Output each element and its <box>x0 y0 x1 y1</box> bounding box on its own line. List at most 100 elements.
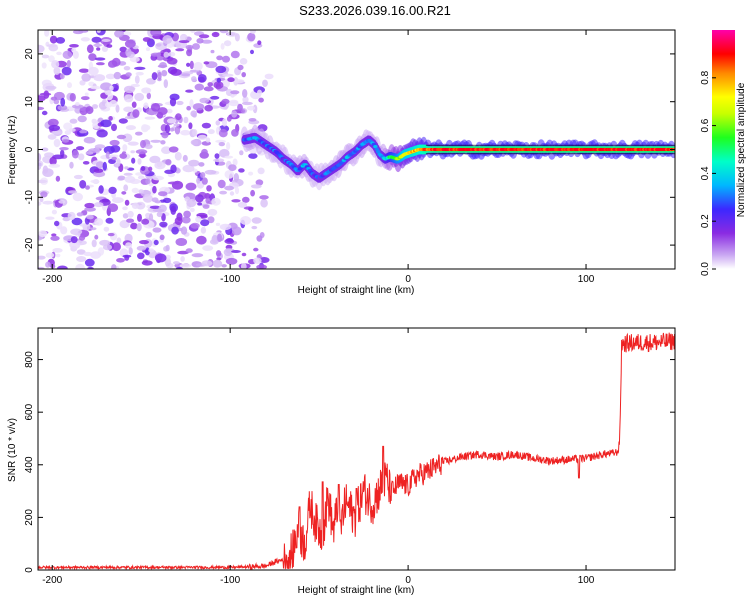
heatmap-cell <box>241 252 247 257</box>
heatmap-cell <box>200 172 206 178</box>
heatmap-cell <box>61 66 72 76</box>
heatmap-cell <box>124 175 136 183</box>
heatmap-cell <box>225 88 233 97</box>
heatmap-cell <box>226 238 234 243</box>
colorbar-tick-label: 0.6 <box>700 118 711 132</box>
heatmap-cell <box>118 118 128 124</box>
heatmap-cell <box>222 118 227 127</box>
heatmap-cell <box>100 119 112 128</box>
snr-ytick-label: 800 <box>24 351 35 368</box>
heatmap-cell <box>201 260 213 267</box>
heatmap-cell <box>79 180 87 189</box>
heatmap-cell <box>161 70 168 77</box>
heatmap-cell <box>85 106 94 115</box>
heatmap-cell <box>230 90 240 95</box>
heatmap-cell <box>38 179 48 184</box>
heatmap-cell <box>56 51 62 56</box>
heatmap-cell <box>62 50 73 60</box>
heatmap-cell <box>96 161 104 169</box>
heatmap-cell <box>205 137 211 143</box>
heatmap-cell <box>211 197 221 206</box>
heatmap-cell <box>108 154 119 158</box>
heatmap-cell <box>134 66 146 70</box>
heatmap-cell <box>90 251 101 259</box>
heatmap-cell <box>93 202 104 208</box>
heatmap-cell <box>231 129 239 137</box>
heatmap-cell <box>240 262 247 269</box>
heatmap-cell <box>174 216 183 226</box>
heatmap-cell <box>248 153 258 159</box>
heatmap-cell <box>376 150 381 154</box>
heatmap-cell <box>136 245 147 251</box>
heatmap-cell <box>55 253 61 258</box>
heatmap-cell <box>251 217 262 224</box>
heatmap-cell <box>69 161 74 169</box>
heatmap-cell <box>51 209 58 215</box>
heatmap-cell <box>256 235 263 242</box>
heatmap-cell <box>110 145 121 153</box>
heatmap-cell <box>219 30 229 34</box>
heatmap-cell <box>162 35 173 44</box>
heatmap-cell <box>241 72 246 78</box>
heatmap-cell <box>72 50 79 59</box>
heatmap-cell <box>123 85 135 94</box>
heatmap-cell <box>149 155 161 164</box>
heatmap-cell <box>108 116 113 121</box>
heatmap-cell <box>135 149 148 155</box>
spectrogram-xtick-label: 100 <box>578 274 595 285</box>
heatmap-cell <box>234 33 240 42</box>
heatmap-cell <box>48 124 60 132</box>
heatmap-cell <box>90 179 100 184</box>
heatmap-cell <box>193 61 203 71</box>
heatmap-cell <box>175 48 185 52</box>
heatmap-cell <box>141 87 152 94</box>
heatmap-cell <box>165 244 170 252</box>
heatmap-cell <box>144 116 156 120</box>
heatmap-cell <box>135 71 144 76</box>
heatmap-cell <box>176 100 184 106</box>
heatmap-cell <box>185 182 197 191</box>
heatmap-cell <box>131 157 136 164</box>
heatmap-cell <box>76 146 85 151</box>
heatmap-cell <box>207 216 215 224</box>
heatmap-cell <box>50 96 58 101</box>
heatmap-cell <box>117 175 126 181</box>
heatmap-cell <box>123 184 129 192</box>
heatmap-cell <box>190 222 200 229</box>
heatmap-cell <box>250 184 262 189</box>
heatmap-cell <box>127 141 139 146</box>
heatmap-cell <box>227 77 235 83</box>
heatmap-cell <box>132 109 140 118</box>
heatmap-cell <box>123 106 134 113</box>
heatmap-cell <box>151 197 159 203</box>
heatmap-cell <box>55 37 66 44</box>
heatmap-cell <box>116 237 122 244</box>
heatmap-cell <box>248 207 254 212</box>
heatmap-cell <box>154 161 166 170</box>
heatmap-cell <box>185 44 194 50</box>
heatmap-cell <box>49 156 57 166</box>
heatmap-cell <box>123 172 133 176</box>
heatmap-cell <box>71 47 77 53</box>
colorbar-label: Normalized spectral amplitude <box>736 82 747 217</box>
heatmap-cell <box>76 249 86 255</box>
heatmap-cell <box>152 185 157 194</box>
heatmap-cell <box>41 62 47 69</box>
heatmap-cell <box>103 226 110 232</box>
heatmap-cell <box>203 61 210 65</box>
heatmap-cell <box>374 147 379 151</box>
heatmap-cell <box>41 110 48 116</box>
heatmap-cell <box>196 235 207 245</box>
heatmap-cell <box>84 258 95 267</box>
heatmap-cell <box>150 52 162 57</box>
heatmap-cell <box>42 165 49 174</box>
heatmap-cell <box>85 185 90 190</box>
heatmap-cell <box>170 205 177 215</box>
heatmap-cell <box>228 164 237 172</box>
heatmap-cell <box>207 82 213 87</box>
heatmap-cell <box>84 207 96 212</box>
heatmap-cell <box>57 265 68 269</box>
heatmap-cell <box>46 44 58 48</box>
heatmap-cell <box>190 207 195 213</box>
snr-xtick-label: -100 <box>220 575 240 586</box>
